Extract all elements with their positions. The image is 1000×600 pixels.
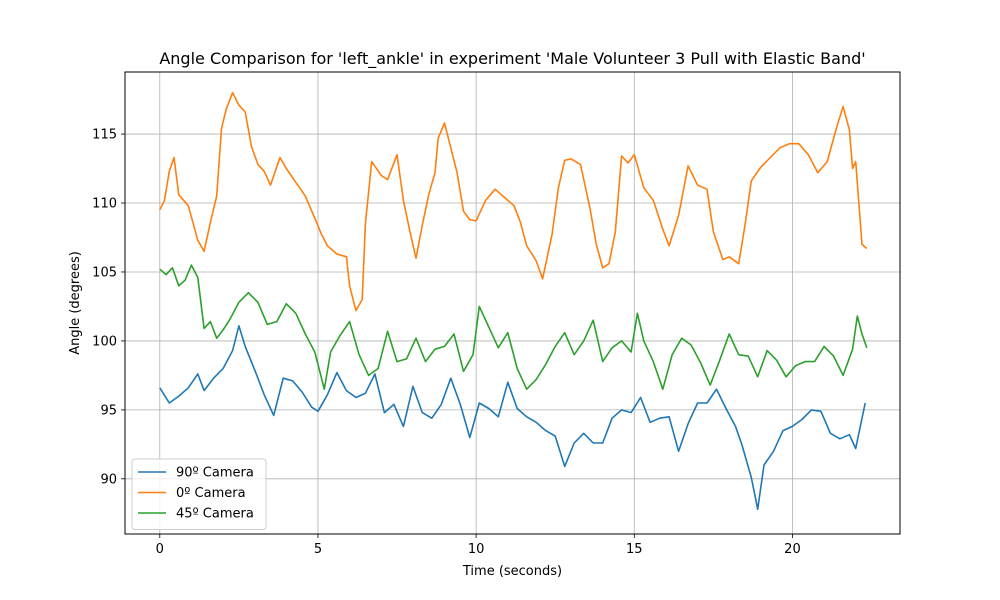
plot-frame bbox=[124, 71, 901, 535]
legend: 90º Camera 0º Camera 45º Camera bbox=[131, 458, 267, 530]
x-tick-label: 0 bbox=[156, 542, 164, 557]
legend-label: 45º Camera bbox=[176, 507, 254, 522]
y-tick-label: 90 bbox=[100, 472, 117, 487]
legend-box bbox=[131, 458, 267, 530]
x-tick-label: 5 bbox=[314, 542, 322, 557]
x-tick-label: 20 bbox=[784, 542, 801, 557]
series-lines bbox=[159, 91, 868, 510]
series-line-2 bbox=[159, 264, 868, 390]
y-tick-label: 105 bbox=[92, 265, 117, 280]
x-tick-label: 15 bbox=[626, 542, 643, 557]
y-tick-label: 100 bbox=[92, 334, 117, 349]
series-line-0 bbox=[159, 325, 866, 510]
y-tick-label: 115 bbox=[92, 128, 117, 143]
chart-title: Angle Comparison for 'left_ankle' in exp… bbox=[159, 49, 865, 69]
y-tick-label: 95 bbox=[100, 403, 117, 418]
y-axis-label: Angle (degrees) bbox=[68, 251, 83, 355]
x-tick-label: 10 bbox=[468, 542, 485, 557]
y-tick-label: 110 bbox=[92, 197, 117, 212]
legend-label: 0º Camera bbox=[176, 486, 246, 501]
legend-label: 90º Camera bbox=[176, 466, 254, 481]
x-axis-ticks: 0 5 10 15 20 bbox=[156, 534, 801, 557]
series-line-1 bbox=[159, 91, 868, 312]
y-axis-ticks: 90 95 100 105 110 115 bbox=[92, 128, 125, 487]
x-axis-label: Time (seconds) bbox=[462, 564, 562, 579]
